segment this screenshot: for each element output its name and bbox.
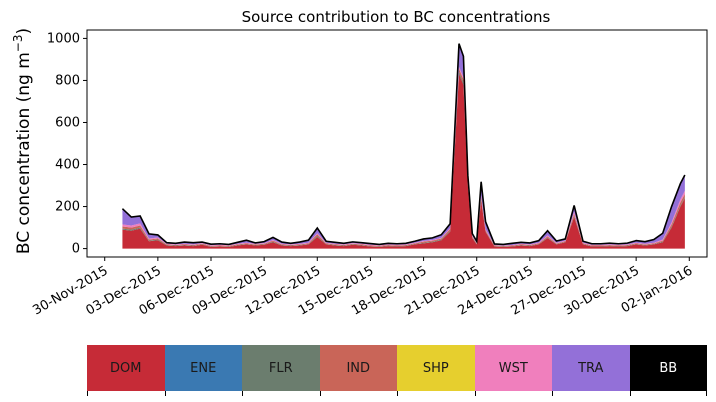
y-tick-label: 1000 bbox=[47, 31, 80, 46]
area-ind bbox=[122, 68, 685, 247]
y-tick-label: 600 bbox=[55, 115, 80, 130]
legend-tick bbox=[397, 391, 398, 396]
legend-tick bbox=[320, 391, 321, 396]
legend-item-wst: WST bbox=[474, 345, 552, 391]
x-axis: 30-Nov-201503-Dec-201506-Dec-201509-Dec-… bbox=[30, 257, 695, 319]
legend-tick bbox=[630, 391, 631, 396]
legend-item-bb: BB bbox=[629, 345, 707, 391]
legend-ticks bbox=[87, 391, 707, 397]
area-dom bbox=[122, 74, 685, 249]
y-tick-label: 400 bbox=[55, 158, 80, 173]
plot-frame bbox=[86, 29, 708, 258]
y-tick-label: 200 bbox=[55, 200, 80, 215]
y-axis-label-main: BC concentration (ng m bbox=[14, 52, 34, 254]
legend-item-ene: ENE bbox=[164, 345, 242, 391]
legend-item-flr: FLR bbox=[242, 345, 320, 391]
legend-tick bbox=[475, 391, 476, 396]
legend-tick bbox=[552, 391, 553, 396]
y-axis-label-end: ) bbox=[14, 28, 34, 35]
y-axis-label-unit-exponent: −3 bbox=[11, 34, 25, 52]
legend-tick bbox=[165, 391, 166, 396]
y-tick-label: 800 bbox=[55, 73, 80, 88]
legend-tick bbox=[706, 391, 707, 396]
area-wst bbox=[122, 66, 685, 246]
area-tra bbox=[122, 43, 685, 246]
bc-source-chart: Source contribution to BC concentrations… bbox=[11, 8, 708, 319]
area-flr bbox=[122, 72, 685, 247]
y-axis: 0 200 400 600 800 1000 bbox=[47, 31, 87, 257]
y-axis-label: BC concentration (ng m−3) bbox=[11, 28, 34, 254]
total-concentration-line bbox=[121, 43, 686, 246]
legend-item-ind: IND bbox=[319, 345, 397, 391]
legend-tick bbox=[242, 391, 243, 396]
legend-tick bbox=[87, 391, 88, 396]
chart-title: Source contribution to BC concentrations bbox=[242, 8, 551, 26]
legend-item-dom: DOM bbox=[87, 345, 165, 391]
y-tick-label: 0 bbox=[72, 242, 80, 257]
source-legend: DOM ENE FLR IND SHP WST TRA BB bbox=[87, 345, 707, 391]
stacked-areas bbox=[122, 43, 685, 249]
legend-item-shp: SHP bbox=[397, 345, 475, 391]
legend-item-tra: TRA bbox=[552, 345, 630, 391]
